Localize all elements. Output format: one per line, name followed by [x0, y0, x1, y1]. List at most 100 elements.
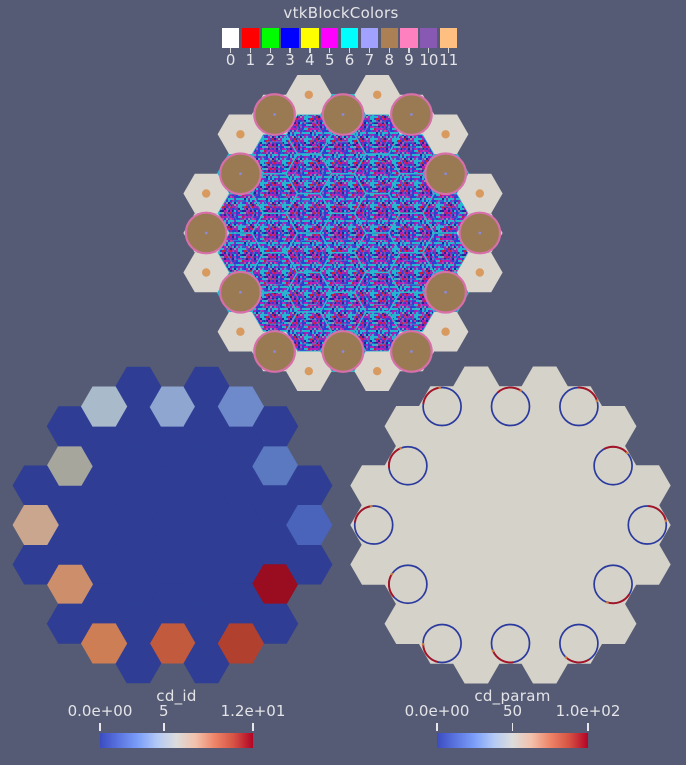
legend-swatch-6: [340, 28, 359, 48]
legend-label-4: 4: [305, 51, 315, 69]
arc-tip-dot: [399, 446, 402, 450]
arc-tip-dot: [519, 389, 523, 392]
cd-param-absorber-arc-12: [607, 593, 630, 605]
assembly-inner-ring: [294, 200, 324, 227]
legend-leader-line: [329, 47, 331, 53]
legend-leader-line: [230, 47, 232, 53]
assembly-inner-ring: [300, 166, 318, 181]
colorbar-tick: [587, 723, 589, 731]
cd-param-cell: [418, 623, 466, 664]
assembly-inner-ring: [362, 200, 392, 227]
block-colors-legend[interactable]: vtkBlockColors 0 1 2 3 4 5 6 7 8 9 10 11: [222, 5, 460, 70]
legend-swatch-9: [400, 28, 418, 48]
assembly-inner-ring: [396, 180, 427, 207]
legend-leader-line: [348, 47, 351, 53]
assembly-inner-ring: [362, 279, 392, 306]
cd-param-drum-circle-1: [627, 505, 668, 545]
colorbar-label: 50: [502, 702, 523, 720]
legend-swatch-10: [420, 28, 438, 48]
legend-label-7: 7: [364, 51, 375, 69]
cd-id-drum-cell-7: [12, 504, 59, 546]
legend-leader-line: [388, 47, 390, 53]
legend-label-5: 5: [324, 51, 335, 69]
drum-center-dot: [341, 350, 345, 353]
assembly-inner-ring: [368, 285, 386, 300]
legend-leader-line: [428, 47, 430, 53]
reflector-pin-dot: [475, 268, 484, 277]
assembly-inner-ring: [334, 146, 352, 162]
cd-param-absorber-arc-5: [422, 386, 440, 405]
assembly-inner-ring: [232, 245, 249, 260]
drum-center-dot: [239, 172, 242, 176]
cd-param-colorbar[interactable]: cd_param 0.0e+00 50 1.0e+02: [405, 688, 620, 750]
assembly-inner-ring: [334, 304, 352, 320]
assembly-inner-ring: [403, 186, 420, 201]
assembly-inner-ring: [266, 146, 283, 162]
cd-param-absorber-arc-6: [387, 447, 402, 469]
cd-param-colorbar-gradient: [437, 733, 588, 748]
cd-id-drum-cell-3: [217, 386, 265, 427]
cd-param-cell: [350, 504, 398, 546]
colorbar-tick: [163, 723, 165, 731]
assembly-inner-ring: [300, 324, 318, 339]
legend-label-6: 6: [344, 51, 355, 69]
cd-id-colorbar-gradient: [100, 733, 253, 748]
cd-param-cell: [555, 623, 603, 664]
assembly-inner-ring: [294, 160, 324, 187]
legend-label-2: 2: [265, 51, 276, 69]
cd-param-absorber-arc-8: [387, 573, 395, 598]
arc-tip-dot: [369, 504, 373, 508]
assembly-inner-ring: [368, 206, 386, 221]
assembly-inner-ring: [300, 206, 318, 221]
assembly-inner-ring: [294, 121, 324, 148]
assembly-inner-ring: [396, 259, 427, 286]
drum-center-dot: [410, 350, 413, 353]
assembly-inner-ring: [294, 318, 324, 345]
cd-id-colorbar[interactable]: cd_id 0.0e+00 5 1.2e+01: [68, 688, 285, 750]
legend-leader-line: [269, 47, 271, 53]
legend-leader-line: [408, 47, 410, 53]
assembly-inner-ring: [396, 220, 427, 246]
arc-tip-dot: [421, 643, 425, 646]
assembly-inner-ring: [396, 141, 427, 167]
arc-tip-dot: [390, 572, 394, 576]
assembly-inner-ring: [328, 180, 358, 207]
legend-swatch-1: [241, 28, 260, 48]
reflector-pin-dot: [441, 327, 450, 336]
assembly-inner-ring: [368, 127, 386, 142]
assembly-inner-ring: [334, 265, 352, 280]
cd-param-absorber-arc-11: [565, 656, 590, 664]
drum-center-dot: [273, 113, 276, 116]
assembly-inner-ring: [328, 220, 358, 246]
assembly-inner-ring: [259, 220, 290, 246]
cd-param-cell: [555, 386, 603, 427]
legend-swatch-11: [440, 28, 458, 48]
assembly-inner-ring: [362, 160, 392, 187]
legend-swatches: 0 1 2 3 4 5 6 7 8 9 10 11: [222, 28, 460, 70]
cd-id-drum-cell-1: [286, 504, 333, 546]
assembly-inner-ring: [266, 225, 283, 241]
cd-param-cell: [418, 386, 466, 427]
assembly-inner-ring: [266, 265, 283, 280]
assembly-inner-ring: [225, 200, 256, 227]
legend-swatch-0: [222, 28, 240, 48]
legend-swatch-5: [321, 28, 339, 48]
arc-tip-dot: [438, 386, 441, 389]
assembly-inner-ring: [403, 265, 420, 280]
reflector-pin-dot: [202, 268, 211, 277]
cd-id-drum-cell-5: [80, 386, 128, 427]
legend-leader-line: [249, 47, 252, 53]
reflector-pin-dot: [475, 189, 484, 198]
legend-leader-line: [448, 47, 450, 53]
arc-tip-dot: [625, 451, 629, 455]
reflector-pin-dot: [236, 130, 245, 139]
core-block-figure: [183, 75, 503, 391]
reflector-pin-dot: [441, 130, 450, 139]
cd-param-drum-circle-5: [422, 386, 462, 427]
legend-label-1: 1: [245, 51, 256, 69]
assembly-inner-ring: [300, 285, 318, 300]
colorbar-label: 0.0e+00: [67, 702, 133, 720]
legend-swatch-7: [360, 28, 378, 48]
